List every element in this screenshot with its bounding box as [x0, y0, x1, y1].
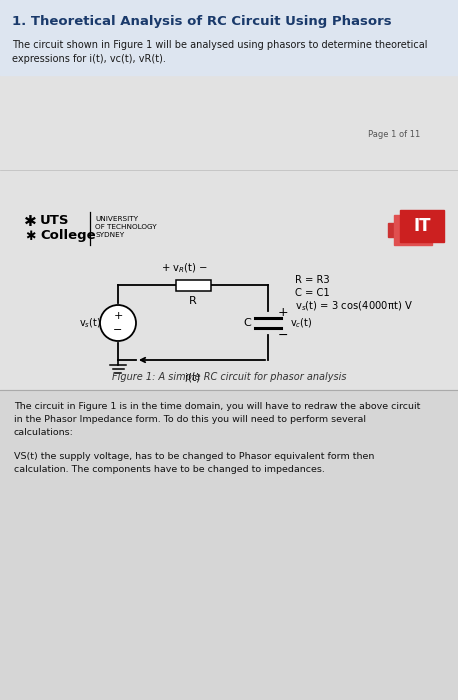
Text: C: C — [243, 318, 251, 328]
Text: UNIVERSITY: UNIVERSITY — [95, 216, 138, 222]
Text: C = C1: C = C1 — [295, 288, 330, 298]
Text: −: − — [113, 325, 123, 335]
Text: College: College — [40, 228, 96, 242]
Text: v$_s$(t): v$_s$(t) — [79, 316, 101, 330]
Text: −: − — [278, 328, 288, 342]
Text: + v$_R$(t) −: + v$_R$(t) − — [162, 261, 208, 275]
Text: R: R — [189, 295, 197, 305]
Text: Figure 1: A simple RC circuit for phasor analysis: Figure 1: A simple RC circuit for phasor… — [112, 372, 346, 382]
Text: 1. Theoretical Analysis of RC Circuit Using Phasors: 1. Theoretical Analysis of RC Circuit Us… — [12, 15, 392, 29]
Bar — [394, 215, 432, 245]
Text: Page 1 of 11: Page 1 of 11 — [368, 130, 420, 139]
Bar — [0, 390, 458, 700]
Bar — [0, 0, 458, 390]
Text: v$_s$(t) = 3 cos(4000πt) V: v$_s$(t) = 3 cos(4000πt) V — [295, 299, 413, 313]
Text: The circuit shown in Figure 1 will be analysed using phasors to determine theore: The circuit shown in Figure 1 will be an… — [12, 40, 427, 64]
Bar — [175, 279, 211, 290]
Circle shape — [100, 305, 136, 341]
Text: The circuit in Figure 1 is in the time domain, you will have to redraw the above: The circuit in Figure 1 is in the time d… — [14, 402, 420, 437]
Text: IT: IT — [413, 217, 431, 235]
Text: ✱: ✱ — [24, 214, 36, 230]
Text: OF TECHNOLOGY: OF TECHNOLOGY — [95, 224, 157, 230]
Text: v$_c$(t): v$_c$(t) — [290, 316, 312, 330]
Text: i(t): i(t) — [185, 372, 201, 382]
Bar — [0, 0, 458, 75]
Text: UTS: UTS — [40, 214, 70, 228]
Bar — [400, 210, 444, 242]
Bar — [388, 223, 408, 237]
Text: VS(t) the supply voltage, has to be changed to Phasor equivalent form then
calcu: VS(t) the supply voltage, has to be chan… — [14, 452, 374, 474]
Text: ✱: ✱ — [25, 230, 35, 242]
Text: SYDNEY: SYDNEY — [95, 232, 124, 238]
Text: +: + — [113, 311, 123, 321]
Text: R = R3: R = R3 — [295, 275, 330, 285]
Text: +: + — [278, 307, 289, 319]
